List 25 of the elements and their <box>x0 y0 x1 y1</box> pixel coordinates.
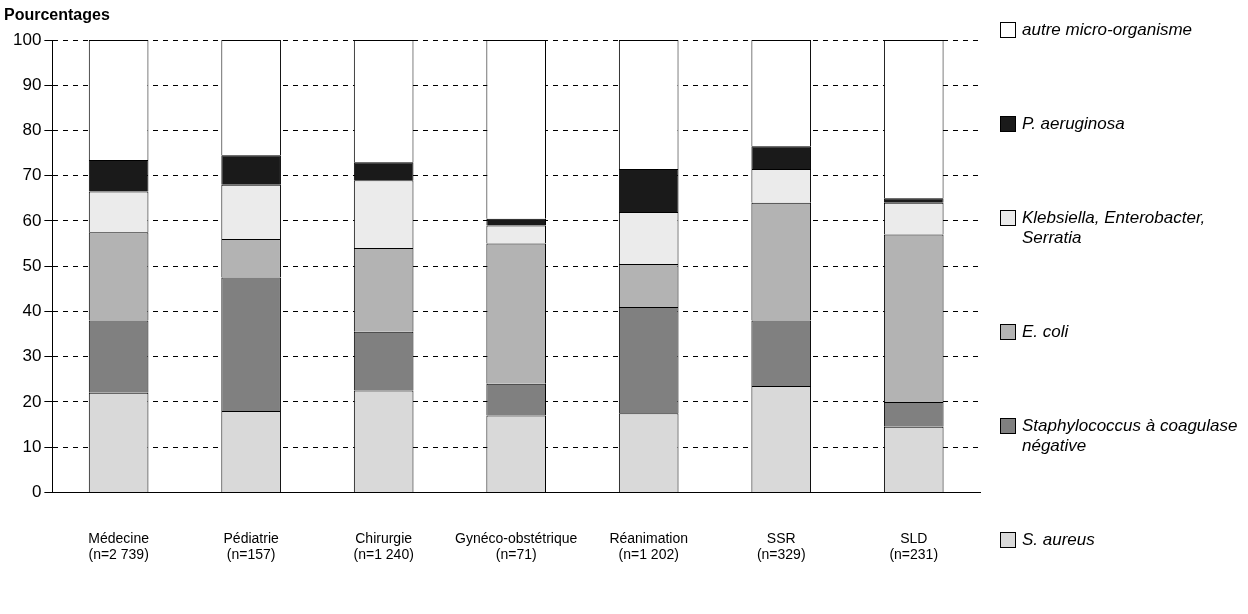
legend-label: Klebsiella, Enterobacter, Serratia <box>1022 208 1207 248</box>
legend-label: P. aeruginosa <box>1022 114 1125 134</box>
y-tick-label: 80 <box>22 120 42 140</box>
y-tick-label: 20 <box>22 391 42 411</box>
y-axis-title: Pourcentages <box>4 6 110 24</box>
x-tick-label: Pédiatrie (n=157) <box>223 529 279 563</box>
y-tick-label: 100 <box>12 29 42 49</box>
x-tick-label: Chirurgie (n=1 240) <box>353 529 414 563</box>
y-tick-label: 0 <box>31 482 42 502</box>
y-tick-label: 30 <box>22 346 42 366</box>
legend-label: S. aureus <box>1022 530 1095 550</box>
text: autre micro-organisme <box>1022 20 1193 40</box>
y-tick-label: 60 <box>22 210 42 230</box>
x-tick-label: Médecine (n=2 739) <box>88 529 150 563</box>
y-tick-label: 90 <box>22 74 42 94</box>
legend-label: Staphylococcus à coagulase négative <box>1022 416 1239 456</box>
x-tick-label: Réanimation (n=1 202) <box>609 529 689 563</box>
legend-label: E. coli <box>1022 322 1069 342</box>
y-tick-label: 50 <box>22 255 42 275</box>
x-tick-label: Gynéco-obstétrique (n=71) <box>455 529 578 563</box>
x-tick-label: SSR (n=329) <box>756 529 806 563</box>
y-tick-label: 40 <box>22 301 42 321</box>
y-tick-label: 10 <box>22 436 42 456</box>
y-tick-label: 70 <box>22 165 42 185</box>
x-tick-label: SLD (n=231) <box>889 529 939 563</box>
